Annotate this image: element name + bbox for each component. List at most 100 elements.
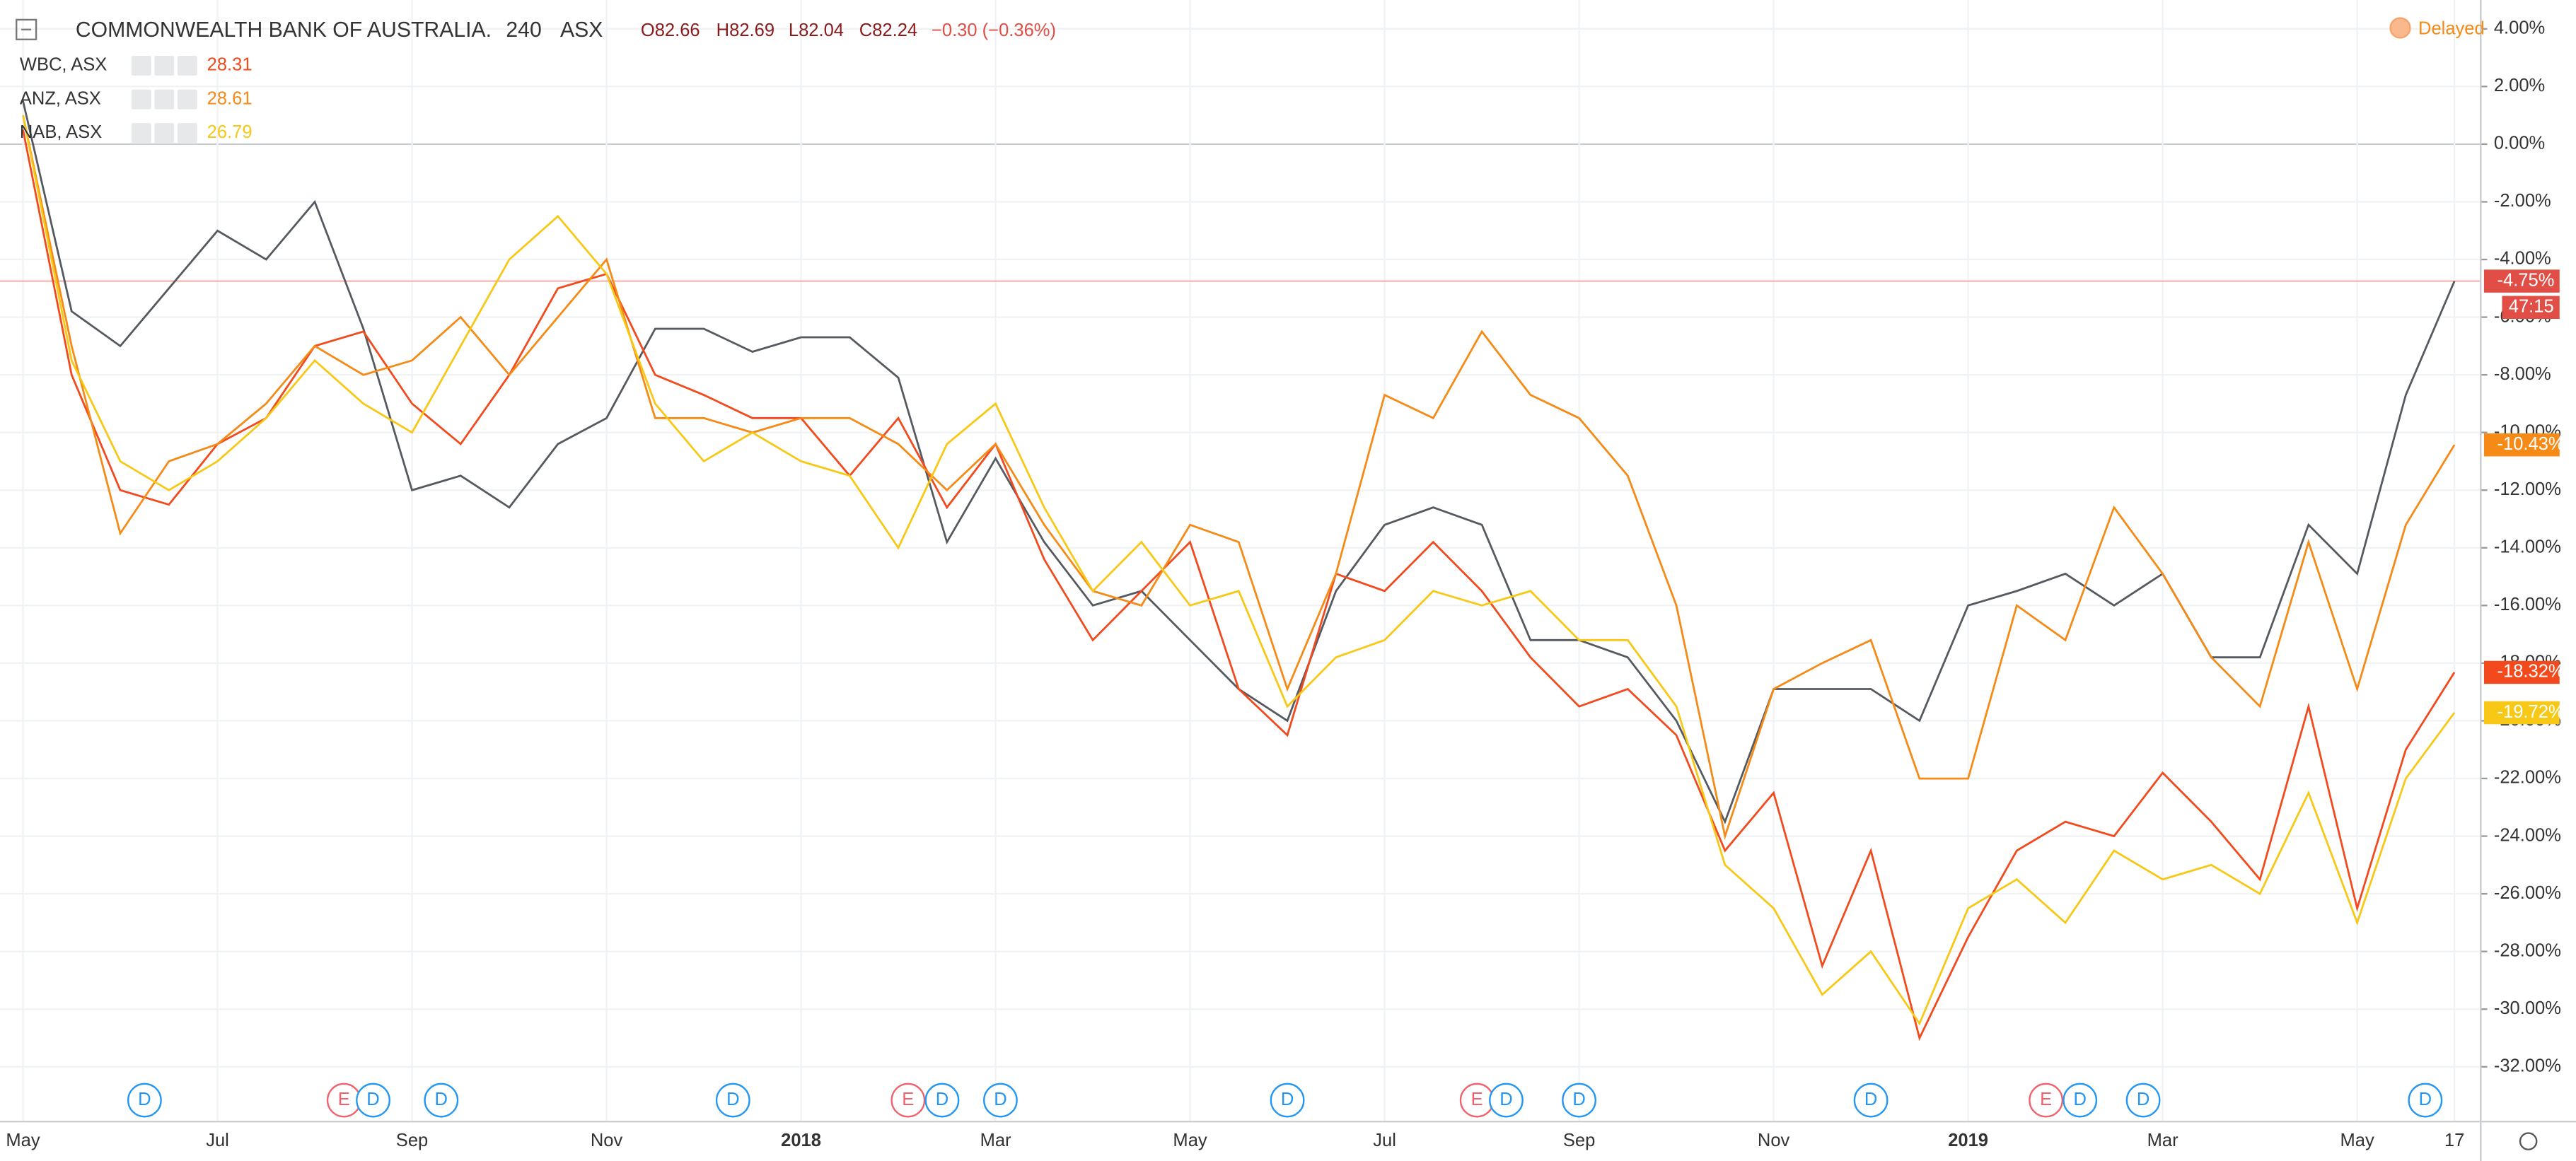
price-label: -4.75% bbox=[2497, 270, 2555, 290]
x-tick-label: Nov bbox=[591, 1131, 623, 1150]
x-tick-label: 2018 bbox=[781, 1131, 821, 1150]
y-tick-label: -32.00% bbox=[2494, 1056, 2561, 1076]
price-label-box bbox=[2483, 269, 2560, 293]
countdown: 47:15 bbox=[2509, 296, 2554, 316]
y-tick-label: -22.00% bbox=[2494, 768, 2561, 788]
change: −0.30 (−0.36%) bbox=[932, 21, 1056, 40]
x-tick-label: May bbox=[1173, 1131, 1207, 1150]
legend-name[interactable]: NAB, ASX bbox=[20, 122, 102, 142]
event-marker[interactable] bbox=[924, 1083, 960, 1118]
price-label-box bbox=[2483, 701, 2560, 725]
event-label: D bbox=[366, 1090, 379, 1109]
legend-value: 26.79 bbox=[207, 122, 253, 142]
x-tick-label: Jul bbox=[1373, 1131, 1396, 1150]
event-label: D bbox=[1864, 1090, 1877, 1109]
countdown-box bbox=[2502, 296, 2560, 320]
x-tick-label: May bbox=[6, 1131, 40, 1150]
x-tick-label: Nov bbox=[1758, 1131, 1790, 1150]
event-marker[interactable] bbox=[127, 1083, 162, 1118]
series-line bbox=[22, 115, 2456, 840]
y-tick-label: -24.00% bbox=[2494, 825, 2561, 845]
price-label-box bbox=[2483, 433, 2560, 457]
y-tick-label: -14.00% bbox=[2494, 537, 2561, 557]
event-label: D bbox=[1572, 1090, 1585, 1109]
x-tick-label: Sep bbox=[396, 1131, 428, 1150]
ohlc-close: C82.24 bbox=[859, 21, 917, 40]
y-tick-label: 0.00% bbox=[2494, 134, 2545, 153]
event-label: D bbox=[726, 1090, 739, 1109]
event-label: D bbox=[2419, 1090, 2432, 1109]
x-tick-label: Mar bbox=[2147, 1131, 2178, 1150]
x-tick-label: Mar bbox=[980, 1131, 1011, 1150]
price-label-box bbox=[2483, 660, 2560, 684]
event-marker[interactable] bbox=[424, 1083, 459, 1118]
settings-button[interactable] bbox=[2519, 1132, 2538, 1150]
x-tick-label: 2019 bbox=[1948, 1131, 1988, 1150]
event-label: D bbox=[435, 1090, 448, 1109]
legend-button[interactable] bbox=[154, 89, 175, 110]
y-tick-label: 4.00% bbox=[2494, 18, 2545, 38]
y-tick-label: -12.00% bbox=[2494, 479, 2561, 499]
event-marker[interactable] bbox=[356, 1083, 390, 1118]
legend-button[interactable] bbox=[131, 55, 151, 76]
event-marker[interactable] bbox=[2125, 1083, 2161, 1118]
event-label: D bbox=[1281, 1090, 1294, 1109]
ohlc-low: L82.04 bbox=[789, 21, 844, 40]
interval[interactable]: 240 bbox=[506, 18, 541, 42]
event-marker[interactable] bbox=[2062, 1083, 2098, 1118]
event-label: D bbox=[138, 1090, 151, 1109]
event-label: D bbox=[936, 1090, 948, 1109]
event-marker[interactable] bbox=[1270, 1083, 1305, 1118]
symbol-title[interactable]: COMMONWEALTH BANK OF AUSTRALIA. bbox=[76, 18, 492, 42]
legend-button[interactable] bbox=[177, 55, 197, 76]
legend-button[interactable] bbox=[131, 89, 151, 110]
collapse-button[interactable] bbox=[16, 18, 37, 40]
x-tick-label: Sep bbox=[1563, 1131, 1595, 1150]
y-tick-label: -8.00% bbox=[2494, 364, 2551, 384]
x-tick-label: Jul bbox=[206, 1131, 229, 1150]
y-tick-label: -16.00% bbox=[2494, 595, 2561, 614]
legend-button[interactable] bbox=[154, 123, 175, 144]
delayed-icon bbox=[2389, 17, 2411, 39]
event-marker[interactable] bbox=[2029, 1083, 2063, 1118]
ohlc-high: H82.69 bbox=[716, 21, 774, 40]
exchange[interactable]: ASX bbox=[560, 18, 603, 42]
y-tick-label: -28.00% bbox=[2494, 940, 2561, 960]
y-tick-label: -26.00% bbox=[2494, 883, 2561, 903]
legend-value: 28.31 bbox=[207, 55, 253, 75]
y-tick-label: -4.00% bbox=[2494, 249, 2551, 269]
x-tick-label: May bbox=[2340, 1131, 2374, 1150]
legend-name[interactable]: WBC, ASX bbox=[20, 55, 107, 75]
price-label: -10.43% bbox=[2497, 434, 2565, 454]
legend-button[interactable] bbox=[131, 123, 151, 144]
event-marker[interactable] bbox=[1853, 1083, 1889, 1118]
event-marker[interactable] bbox=[2408, 1083, 2443, 1118]
legend-button[interactable] bbox=[154, 55, 175, 76]
y-tick-label: -2.00% bbox=[2494, 191, 2551, 211]
event-marker[interactable] bbox=[715, 1083, 750, 1118]
price-label: -18.32% bbox=[2497, 662, 2565, 682]
event-marker[interactable] bbox=[1562, 1083, 1596, 1118]
series-line bbox=[22, 115, 2456, 1026]
ohlc-open: O82.66 bbox=[641, 21, 700, 40]
event-label: D bbox=[1499, 1090, 1512, 1109]
legend-name[interactable]: ANZ, ASX bbox=[20, 88, 101, 108]
x-tick-label: 17 bbox=[2444, 1131, 2464, 1150]
event-marker[interactable] bbox=[983, 1083, 1018, 1118]
event-marker[interactable] bbox=[1489, 1083, 1524, 1118]
event-label: E bbox=[902, 1090, 914, 1109]
y-tick-label: 2.00% bbox=[2494, 76, 2545, 95]
legend-button[interactable] bbox=[177, 89, 197, 110]
event-label: E bbox=[338, 1090, 350, 1109]
event-label: D bbox=[994, 1090, 1006, 1109]
legend-value: 28.61 bbox=[207, 88, 253, 108]
event-marker[interactable] bbox=[890, 1083, 926, 1118]
event-label: D bbox=[2137, 1090, 2149, 1109]
series-line bbox=[22, 129, 2456, 1042]
legend-button[interactable] bbox=[177, 123, 197, 144]
event-label: E bbox=[2040, 1090, 2052, 1109]
event-label: E bbox=[1471, 1090, 1483, 1109]
